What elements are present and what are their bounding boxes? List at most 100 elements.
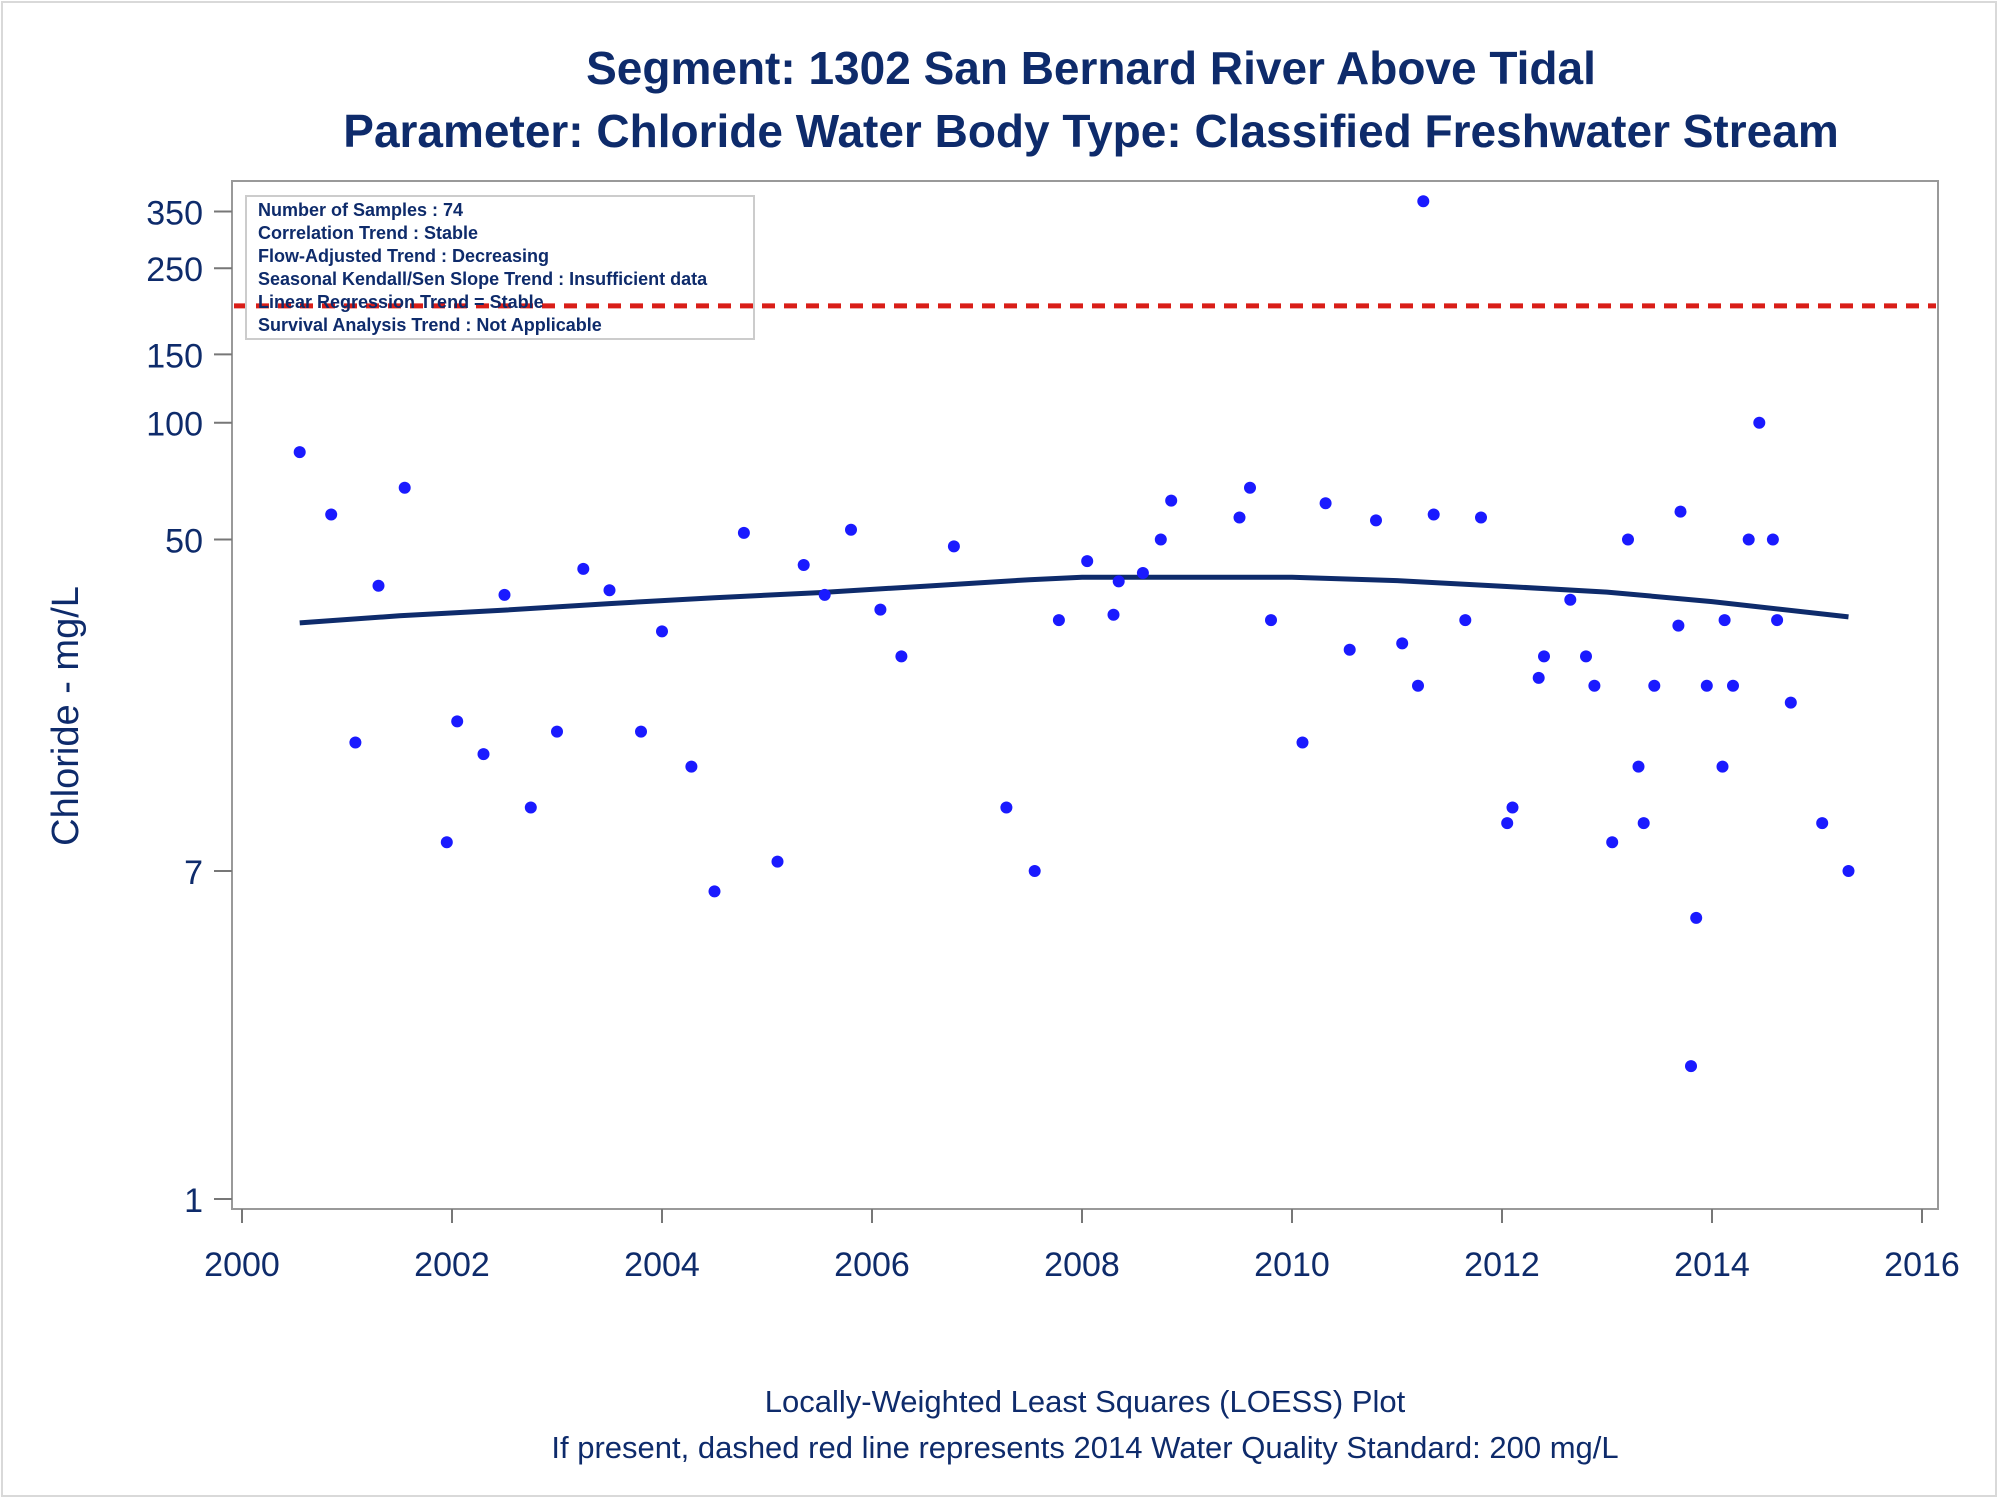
sample-point: [1343, 643, 1356, 656]
sample-point: [1244, 481, 1256, 494]
sample-point: [293, 446, 306, 459]
chart-title: Segment: 1302 San Bernard River Above Ti…: [586, 42, 1596, 94]
sample-point: [1000, 801, 1013, 814]
sample-point: [1265, 614, 1277, 627]
info-box-line: Linear Regression Trend = Stable: [258, 292, 544, 312]
sample-point: [524, 801, 537, 814]
footer-line-1: Locally-Weighted Least Squares (LOESS) P…: [765, 1384, 1406, 1419]
sample-point: [551, 725, 563, 738]
sample-point: [874, 603, 887, 616]
trend-info-box: Number of Samples : 74 Correlation Trend …: [245, 195, 755, 340]
sample-point: [1753, 416, 1766, 429]
info-box-line: Survival Analysis Trend : Not Applicable: [258, 315, 602, 335]
sample-point: [1588, 679, 1601, 692]
x-tick-label: 2002: [414, 1246, 490, 1284]
y-tick-label: 100: [146, 406, 203, 444]
sample-point: [1606, 836, 1619, 849]
sample-point: [1637, 817, 1650, 830]
sample-point: [845, 523, 857, 536]
sample-points: [293, 195, 1855, 1073]
sample-point: [1052, 614, 1065, 627]
sample-point: [771, 855, 784, 868]
footer-line-2: If present, dashed red line represents 2…: [551, 1430, 1618, 1465]
sample-point: [349, 736, 362, 749]
y-tick-label: 350: [146, 195, 203, 233]
sample-point: [895, 650, 908, 663]
x-tick-label: 2006: [834, 1246, 910, 1284]
sample-point: [1028, 865, 1041, 877]
sample-point: [1564, 593, 1577, 606]
sample-point: [656, 625, 668, 638]
sample-point: [1417, 195, 1430, 208]
sample-point: [1580, 650, 1592, 663]
info-box-line: Flow-Adjusted Trend : Decreasing: [258, 246, 549, 266]
sample-point: [1154, 533, 1167, 546]
sample-point: [1685, 1060, 1697, 1073]
sample-point: [1674, 505, 1687, 518]
y-tick-label: 150: [146, 337, 203, 375]
y-tick-label: 1: [184, 1182, 203, 1220]
sample-point: [1672, 619, 1685, 632]
sample-point: [1396, 637, 1409, 650]
info-box-line: Number of Samples : 74: [258, 200, 463, 220]
sample-point: [1632, 760, 1645, 773]
sample-point: [635, 725, 647, 738]
chart-subtitle: Parameter: Chloride Water Body Type: Cla…: [343, 105, 1838, 157]
y-tick-label: 250: [146, 251, 203, 289]
sample-point: [1771, 614, 1784, 627]
sample-point: [1319, 497, 1332, 510]
sample-point: [1766, 533, 1779, 546]
sample-point: [1816, 817, 1829, 830]
sample-point: [947, 540, 960, 553]
x-tick-label: 2014: [1674, 1246, 1750, 1284]
sample-point: [1506, 801, 1519, 814]
sample-point: [1296, 736, 1309, 749]
sample-point: [1233, 511, 1246, 524]
y-tick-label: 50: [165, 523, 203, 561]
sample-point: [440, 836, 453, 849]
sample-point: [498, 588, 511, 601]
x-tick-label: 2000: [204, 1246, 280, 1284]
sample-point: [1622, 533, 1634, 546]
info-box-border: [245, 195, 755, 340]
x-tick-label: 2010: [1254, 1246, 1330, 1284]
sample-point: [1501, 817, 1514, 830]
sample-point: [1081, 555, 1094, 568]
sample-point: [1475, 511, 1487, 524]
sample-point: [1648, 679, 1661, 692]
sample-point: [372, 579, 385, 592]
sample-point: [818, 588, 831, 601]
x-tick-label: 2012: [1464, 1246, 1540, 1284]
sample-point: [737, 526, 750, 539]
y-axis: 1 7 50 100 150 250 350: [146, 195, 232, 1220]
sample-point: [1742, 533, 1755, 546]
sample-point: [1412, 679, 1424, 692]
x-tick-label: 2016: [1884, 1246, 1960, 1284]
sample-point: [1459, 614, 1472, 627]
sample-point: [451, 715, 464, 728]
sample-point: [1716, 760, 1729, 773]
sample-point: [603, 584, 616, 597]
loess-curve: [299, 574, 1849, 626]
sample-point: [1136, 567, 1149, 579]
y-tick-label: 7: [184, 854, 203, 892]
sample-point: [797, 559, 810, 571]
info-box-line: Correlation Trend : Stable: [258, 223, 478, 243]
y-axis-label: Chloride - mg/L: [45, 586, 87, 846]
sample-point: [1427, 508, 1440, 521]
sample-point: [1727, 679, 1739, 692]
sample-point: [398, 481, 411, 494]
sample-point: [1718, 614, 1731, 627]
sample-point: [1165, 494, 1178, 507]
sample-point: [685, 760, 698, 773]
sample-point: [708, 885, 721, 898]
sample-point: [1842, 865, 1855, 877]
sample-point: [477, 748, 490, 761]
sample-point: [1700, 679, 1713, 692]
x-tick-label: 2004: [624, 1246, 700, 1284]
x-tick-label: 2008: [1044, 1246, 1120, 1284]
sample-point: [1532, 671, 1545, 684]
x-axis: 2000 2002 2004 2006 2008 2010 2012 2014 2016: [204, 1209, 1960, 1284]
